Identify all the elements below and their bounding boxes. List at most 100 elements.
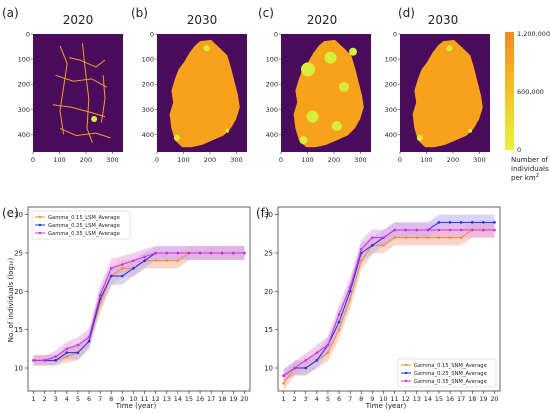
- data-point: [448, 221, 452, 224]
- low-density-patch: [225, 128, 230, 133]
- low-density-patch: [446, 45, 453, 52]
- low-density-patch: [349, 47, 357, 56]
- y-tick-label: 300: [142, 106, 154, 114]
- series-line: [283, 229, 495, 377]
- data-point: [382, 244, 385, 247]
- panel-label-c: (c): [258, 6, 274, 20]
- x-tick-label: 14: [174, 395, 182, 403]
- data-point: [437, 236, 441, 239]
- data-point: [176, 251, 180, 255]
- data-point: [65, 351, 69, 354]
- map-title-b: 2030: [187, 13, 218, 27]
- x-tick-label: 2: [43, 395, 47, 403]
- x-tick-label: 7: [98, 395, 102, 403]
- x-tick-label: 9: [120, 395, 124, 403]
- colorbar-tick-max: 1,200,000: [517, 30, 550, 38]
- y-tick-label: 30: [14, 211, 23, 219]
- x-tick-label: 12: [152, 395, 160, 403]
- y-tick-label: 400: [266, 131, 278, 139]
- data-point: [76, 343, 80, 347]
- data-point: [359, 247, 363, 251]
- low-density-patch: [301, 62, 315, 77]
- colorbar-tick-min: 0: [517, 146, 521, 154]
- x-tick-label: 17: [207, 395, 215, 403]
- data-point: [315, 359, 319, 362]
- y-tick-label: 0: [150, 31, 154, 39]
- x-tick-label: 15: [185, 395, 193, 403]
- x-tick-label: 15: [435, 395, 443, 403]
- road-network: [59, 127, 111, 139]
- data-point: [121, 263, 124, 266]
- colorbar-gradient: [505, 32, 514, 150]
- data-point: [293, 366, 296, 370]
- y-tick-label: 200: [142, 81, 154, 89]
- x-tick-label: 18: [468, 395, 476, 403]
- low-density-patch: [324, 51, 337, 64]
- low-density-patch: [339, 82, 349, 93]
- data-point: [65, 347, 69, 351]
- map-panel-d: (d) 2030 0 100 200 300 0 100 200 300 400: [385, 6, 490, 164]
- data-point: [348, 297, 352, 301]
- y-tick-label: 100: [18, 56, 30, 64]
- data-point: [371, 244, 374, 247]
- data-point: [493, 228, 496, 232]
- legend-marker: [38, 215, 42, 219]
- panel-label-d: (d): [398, 6, 415, 20]
- legend-entry: Gamma_0.35_SNM_Average: [414, 379, 487, 385]
- data-point: [404, 236, 407, 239]
- data-point: [493, 221, 496, 224]
- data-point: [282, 374, 285, 377]
- x-tick-label: 0: [279, 156, 283, 164]
- data-point: [109, 274, 113, 278]
- y-tick-label: 300: [385, 106, 397, 114]
- x-tick-label: 12: [402, 395, 410, 403]
- data-point: [426, 236, 430, 239]
- legend-entry: Gamma_0.15_LSM_Average: [48, 215, 120, 221]
- map-title-d: 2030: [428, 13, 459, 27]
- x-tick-label: 16: [446, 395, 454, 403]
- map-background: [33, 34, 123, 152]
- legend-marker: [404, 371, 408, 375]
- x-tick-label: 11: [390, 395, 398, 403]
- data-point: [415, 228, 419, 232]
- x-tick-label: 300: [230, 156, 242, 164]
- data-point: [121, 267, 124, 270]
- data-point: [393, 236, 396, 239]
- x-tick-label: 200: [447, 156, 459, 164]
- map-title-c: 2020: [307, 13, 338, 27]
- data-point: [426, 228, 430, 232]
- y-tick-label: 400: [385, 131, 397, 139]
- map-panel-b: (b) 2030 0 100 200 300 0 100 200 300 400: [131, 6, 247, 164]
- data-point: [121, 274, 124, 278]
- panel-label-b: (b): [131, 6, 148, 20]
- data-point: [165, 251, 169, 255]
- data-point: [404, 228, 407, 232]
- x-tick-label: 20: [490, 395, 498, 403]
- confidence-band: [283, 222, 495, 382]
- data-point: [459, 228, 463, 232]
- map-panel-c: (c) 2020 0 100 200 300 0 100 200 300 400: [258, 6, 371, 164]
- y-tick-label: 20: [264, 288, 273, 296]
- data-point: [98, 293, 102, 297]
- data-point: [154, 259, 157, 262]
- x-tick-label: 3: [54, 395, 58, 403]
- x-tick-label: 10: [129, 395, 137, 403]
- data-point: [32, 359, 35, 362]
- data-point: [348, 290, 352, 293]
- x-tick-label: 5: [76, 395, 80, 403]
- legend-entry: Gamma_0.35_LSM_Average: [48, 231, 120, 237]
- x-tick-label: 2: [293, 395, 297, 403]
- y-tick-label: 100: [266, 56, 278, 64]
- data-point: [459, 236, 463, 239]
- data-point: [482, 221, 485, 224]
- low-density-patch: [173, 134, 180, 141]
- colorbar-label-line3: per km2: [511, 173, 539, 182]
- data-point: [437, 228, 441, 232]
- data-point: [87, 339, 91, 343]
- data-point: [304, 366, 308, 370]
- data-point: [132, 259, 135, 262]
- y-tick-label: 0: [26, 31, 30, 39]
- x-tick-label: 5: [326, 395, 330, 403]
- y-axis-label-e: No. of individuals (log₁₀): [7, 258, 15, 343]
